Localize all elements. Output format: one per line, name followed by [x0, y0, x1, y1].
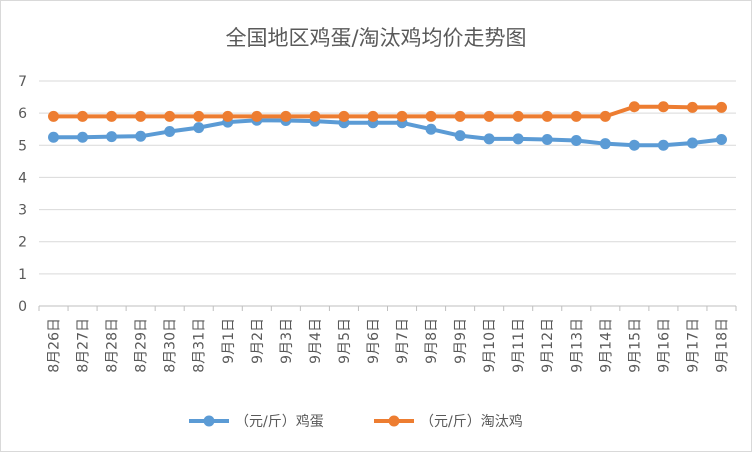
data-point [77, 131, 89, 143]
data-point [48, 131, 60, 143]
legend-label: （元/斤）鸡蛋 [235, 413, 324, 430]
data-point [251, 110, 263, 122]
series-line [51, 118, 724, 148]
data-point [164, 110, 176, 122]
data-point [396, 110, 408, 122]
data-point [280, 110, 292, 122]
x-tick-label: 8月31日 [192, 318, 208, 373]
x-tick-label: 9月9日 [453, 318, 469, 364]
x-tick-label: 8月28日 [105, 318, 121, 373]
data-point [135, 130, 147, 142]
data-point [541, 134, 553, 145]
data-point [309, 110, 321, 122]
series-2 [48, 101, 727, 122]
x-tick-label: 9月10日 [482, 318, 498, 373]
x-tick-label: 9月4日 [308, 318, 324, 364]
y-axis-ticks: 0 1 2 3 4 5 6 7 [18, 74, 27, 315]
x-tick-label: 9月16日 [656, 318, 672, 373]
chart-title: 全国地区鸡蛋/淘汰鸡均价走势图 [225, 26, 526, 50]
x-tick-label: 9月7日 [395, 318, 411, 364]
x-tick-label: 8月27日 [76, 318, 92, 373]
x-axis-ticks: 8月26日 8月27日 8月28日 8月29日 8月30日 8月31日 9月1日 9月2日 9月… [38, 306, 737, 373]
x-tick-label: 9月12日 [540, 318, 556, 373]
legend-marker [203, 415, 215, 427]
x-tick-label: 9月15日 [627, 318, 643, 373]
x-tick-label: 9月18日 [714, 318, 730, 373]
x-tick-label: 9月13日 [569, 318, 585, 373]
data-point [425, 110, 437, 122]
data-point [599, 138, 611, 150]
data-point [599, 110, 611, 122]
legend-label: （元/斤）淘汰鸡 [420, 413, 523, 430]
x-tick-label: 9月1日 [221, 318, 237, 364]
data-point [657, 101, 669, 113]
data-point [77, 110, 89, 122]
data-point [628, 101, 640, 113]
y-tick-label: 4 [18, 170, 27, 186]
x-tick-label: 8月26日 [47, 318, 63, 373]
x-tick-label: 8月29日 [134, 318, 150, 373]
x-tick-label: 9月6日 [366, 318, 382, 364]
data-point [628, 139, 640, 151]
data-point [512, 110, 524, 122]
y-tick-label: 6 [18, 106, 27, 122]
data-point [135, 110, 147, 122]
x-tick-label: 9月8日 [424, 318, 440, 364]
x-tick-label: 9月2日 [250, 318, 266, 364]
grid-layer [39, 80, 736, 307]
data-point [106, 131, 118, 143]
legend-marker [388, 415, 400, 427]
data-point [512, 133, 524, 145]
data-point [570, 110, 582, 122]
data-point [193, 122, 205, 134]
x-tick-label: 9月3日 [279, 318, 295, 364]
data-point [541, 110, 553, 122]
data-point [164, 125, 176, 137]
legend-item: （元/斤）淘汰鸡 [374, 413, 523, 430]
y-tick-label: 2 [18, 235, 27, 251]
data-point [686, 137, 698, 149]
data-point [715, 134, 727, 145]
data-point [106, 110, 118, 122]
data-point [454, 110, 466, 122]
legend: （元/斤）鸡蛋 （元/斤）淘汰鸡 [189, 413, 523, 430]
legend-item: （元/斤）鸡蛋 [189, 413, 324, 430]
y-tick-label: 0 [18, 299, 27, 315]
data-point [483, 133, 495, 145]
data-point [222, 110, 234, 122]
series-layer [48, 101, 727, 151]
data-point [715, 101, 727, 113]
data-point [483, 110, 495, 122]
data-point [48, 110, 60, 122]
data-point [657, 139, 669, 151]
data-point [425, 123, 437, 135]
x-tick-label: 9月5日 [337, 318, 353, 364]
data-point [367, 110, 379, 122]
data-point [338, 110, 350, 122]
x-tick-label: 9月14日 [598, 318, 614, 373]
y-tick-label: 7 [18, 74, 27, 90]
y-tick-label: 3 [18, 203, 27, 219]
y-tick-label: 5 [18, 138, 27, 154]
x-tick-label: 8月30日 [163, 318, 179, 373]
y-tick-label: 1 [18, 267, 27, 283]
data-point [193, 110, 205, 122]
data-point [686, 101, 698, 113]
data-point [454, 130, 466, 142]
x-tick-label: 9月11日 [511, 318, 527, 373]
data-point [570, 134, 582, 146]
series-line [51, 104, 724, 119]
x-tick-label: 9月17日 [685, 318, 701, 373]
